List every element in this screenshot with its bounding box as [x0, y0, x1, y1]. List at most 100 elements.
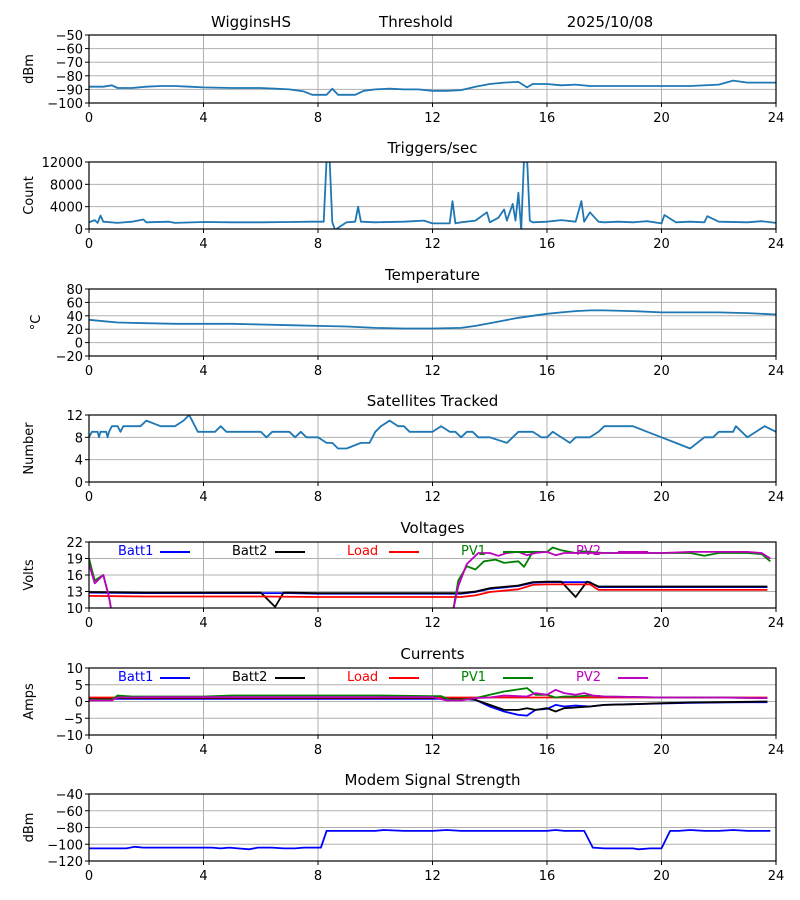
- x-tick-label: 24: [768, 616, 785, 631]
- series-line-batt2: [89, 697, 768, 713]
- y-tick-label: −60: [56, 805, 83, 820]
- x-tick-label: 0: [85, 364, 93, 379]
- x-tick-label: 20: [653, 111, 670, 126]
- x-tick-label: 16: [539, 869, 556, 884]
- legend-label-pv2: PV2: [576, 544, 601, 559]
- y-tick-label: −10: [56, 729, 83, 744]
- legend-label-batt2: Batt2: [232, 670, 267, 685]
- y-tick-label: 20: [66, 323, 83, 338]
- y-tick-label: 10: [66, 662, 83, 677]
- series-line-modem: [89, 829, 771, 851]
- series-line-triggers: [89, 162, 776, 229]
- y-tick-label: 19: [66, 553, 83, 568]
- y-axis-label: Number: [22, 422, 37, 475]
- y-tick-label: −100: [47, 838, 83, 853]
- header-station: WigginsHS: [211, 13, 291, 31]
- chart-panel-3: 0 4 8 12 16 20 24 0 4 8 12 Satellites Tracked Number: [22, 392, 784, 505]
- y-tick-label: 0: [75, 696, 83, 711]
- chart-title: Currents: [400, 645, 464, 663]
- x-tick-label: 20: [653, 364, 670, 379]
- series-line-batt2: [89, 580, 768, 608]
- x-tick-label: 16: [539, 111, 556, 126]
- x-tick-label: 24: [768, 364, 785, 379]
- x-tick-label: 0: [85, 616, 93, 631]
- legend-label-pv1: PV1: [461, 544, 486, 559]
- x-tick-label: 8: [314, 869, 322, 884]
- y-tick-label: −80: [56, 822, 83, 837]
- x-tick-label: 24: [768, 237, 785, 252]
- y-tick-label: −5: [64, 712, 83, 727]
- x-tick-label: 12: [424, 364, 441, 379]
- chart-panel-0: 0 4 8 12 16 20 24 −50−60−70−80−90−100 dBm: [22, 29, 784, 126]
- x-tick-label: 0: [85, 111, 93, 126]
- x-tick-label: 24: [768, 490, 785, 505]
- chart-title: Voltages: [400, 519, 464, 537]
- x-tick-label: 4: [199, 237, 207, 252]
- y-tick-label: 12000: [42, 156, 83, 171]
- x-tick-label: 0: [85, 490, 93, 505]
- x-tick-label: 8: [314, 111, 322, 126]
- y-tick-label: 40: [66, 310, 83, 325]
- y-tick-label: −50: [56, 29, 83, 44]
- x-tick-label: 20: [653, 743, 670, 758]
- y-tick-label: 8: [75, 431, 83, 446]
- y-tick-label: −60: [56, 43, 83, 58]
- y-axis-label: Count: [22, 176, 37, 215]
- y-axis-label: Amps: [22, 683, 37, 720]
- x-tick-label: 12: [424, 616, 441, 631]
- legend-label-batt1: Batt1: [118, 670, 153, 685]
- chart-title: Modem Signal Strength: [345, 771, 521, 789]
- series-line-threshold: [89, 79, 776, 96]
- x-tick-label: 16: [539, 616, 556, 631]
- y-tick-label: 22: [66, 536, 83, 551]
- legend-label-pv2: PV2: [576, 670, 601, 685]
- x-tick-label: 4: [199, 869, 207, 884]
- x-tick-label: 24: [768, 743, 785, 758]
- series-line-pv1: [89, 546, 771, 608]
- y-tick-label: 0: [75, 223, 83, 238]
- x-tick-label: 0: [85, 869, 93, 884]
- y-tick-label: 16: [66, 569, 83, 584]
- chart-title: Triggers/sec: [387, 139, 478, 157]
- y-tick-label: −100: [47, 97, 83, 112]
- x-tick-label: 20: [653, 237, 670, 252]
- series-line-pv2: [89, 688, 768, 702]
- figure-header: WigginsHS Threshold 2025/10/08: [211, 13, 653, 31]
- series-line-satellites: [89, 415, 776, 450]
- x-tick-label: 24: [768, 111, 785, 126]
- legend-label-pv1: PV1: [461, 670, 486, 685]
- x-tick-label: 4: [199, 364, 207, 379]
- y-axis-label: Volts: [22, 559, 37, 591]
- y-axis-label: °C: [29, 315, 44, 331]
- x-tick-label: 0: [85, 237, 93, 252]
- x-tick-label: 20: [653, 490, 670, 505]
- x-tick-label: 16: [539, 490, 556, 505]
- legend-label-load: Load: [347, 544, 378, 559]
- y-tick-label: 12: [66, 409, 83, 424]
- x-tick-label: 16: [539, 237, 556, 252]
- y-tick-label: 10: [66, 602, 83, 617]
- x-tick-label: 12: [424, 869, 441, 884]
- x-tick-label: 16: [539, 364, 556, 379]
- x-tick-label: 8: [314, 237, 322, 252]
- y-tick-label: −40: [56, 788, 83, 803]
- series-line-pv2: [89, 551, 771, 608]
- y-tick-label: 13: [66, 586, 83, 601]
- chart-panel-6: 0 4 8 12 16 20 24 −40 −60 −80−100 −120 Modem Signal…: [22, 771, 784, 884]
- y-tick-label: −120: [47, 855, 83, 870]
- header-date: 2025/10/08: [567, 13, 653, 31]
- chart-panel-1: 0 4 8 12 16 20 24 0 4000 8000 12000 Triggers/sec Cou…: [22, 139, 784, 252]
- series-line-temperature: [89, 309, 776, 330]
- y-tick-label: −20: [56, 350, 83, 365]
- legend-label-batt2: Batt2: [232, 544, 267, 559]
- x-tick-label: 4: [199, 490, 207, 505]
- x-tick-label: 12: [424, 111, 441, 126]
- x-tick-label: 4: [199, 111, 207, 126]
- y-axis-label: dBm: [22, 54, 37, 84]
- chart-title: Temperature: [384, 266, 480, 284]
- x-tick-label: 20: [653, 616, 670, 631]
